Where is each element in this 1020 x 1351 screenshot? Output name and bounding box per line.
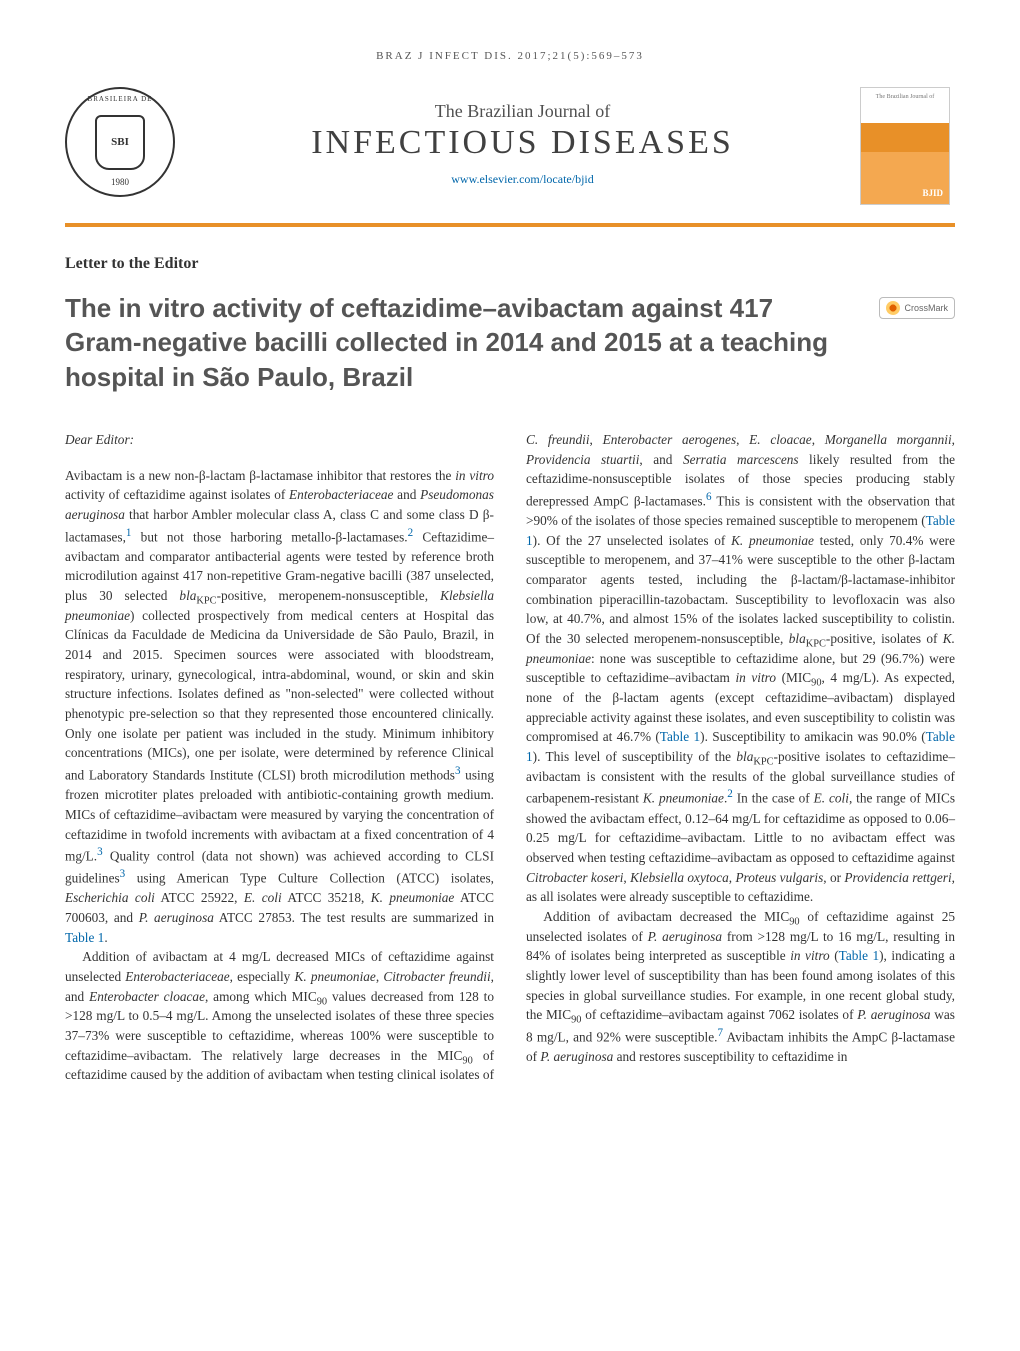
- crossmark-icon: [886, 301, 900, 315]
- running-header: BRAZ J INFECT DIS. 2017;21(5):569–573: [65, 50, 955, 62]
- section-label: Letter to the Editor: [65, 255, 955, 273]
- journal-url[interactable]: www.elsevier.com/locate/bjid: [203, 172, 842, 187]
- journal-title-block: The Brazilian Journal of INFECTIOUS DISE…: [203, 87, 842, 187]
- journal-title: INFECTIOUS DISEASES: [203, 124, 842, 162]
- journal-supertitle: The Brazilian Journal of: [203, 101, 842, 122]
- crossmark-cell: CrossMark: [875, 291, 955, 320]
- society-logo-top-text: BRASILEIRA DE: [88, 95, 153, 103]
- society-logo: BRASILEIRA DE SBI 1980: [65, 87, 175, 197]
- crossmark-badge[interactable]: CrossMark: [879, 297, 955, 319]
- body-paragraph-1: Avibactam is a new non-β-lactam β-lactam…: [65, 466, 494, 948]
- salutation: Dear Editor:: [65, 430, 494, 450]
- cover-supertitle: The Brazilian Journal of: [861, 88, 949, 100]
- table-link[interactable]: Table 1: [660, 729, 700, 744]
- page-root: BRAZ J INFECT DIS. 2017;21(5):569–573 BR…: [0, 0, 1020, 1125]
- table-link[interactable]: Table 1: [839, 948, 880, 963]
- body-paragraph-3: Addition of avibactam decreased the MIC9…: [526, 907, 955, 1067]
- society-logo-year: 1980: [111, 177, 129, 187]
- table-link[interactable]: Table 1: [65, 930, 104, 945]
- article-title-row: The in vitro activity of ceftazidime–avi…: [65, 291, 955, 394]
- crossmark-label: CrossMark: [904, 303, 948, 313]
- article-title: The in vitro activity of ceftazidime–avi…: [65, 291, 855, 394]
- society-logo-shield: SBI: [95, 115, 145, 170]
- society-logo-cell: BRASILEIRA DE SBI 1980: [65, 87, 185, 197]
- cover-bjid-mark: BJID: [922, 188, 943, 198]
- journal-cover-cell: The Brazilian Journal of BJID: [860, 87, 955, 205]
- body-columns: Dear Editor: Avibactam is a new non-β-la…: [65, 430, 955, 1085]
- journal-masthead: BRASILEIRA DE SBI 1980 The Brazilian Jou…: [65, 87, 955, 227]
- journal-cover-thumbnail: The Brazilian Journal of BJID: [860, 87, 950, 205]
